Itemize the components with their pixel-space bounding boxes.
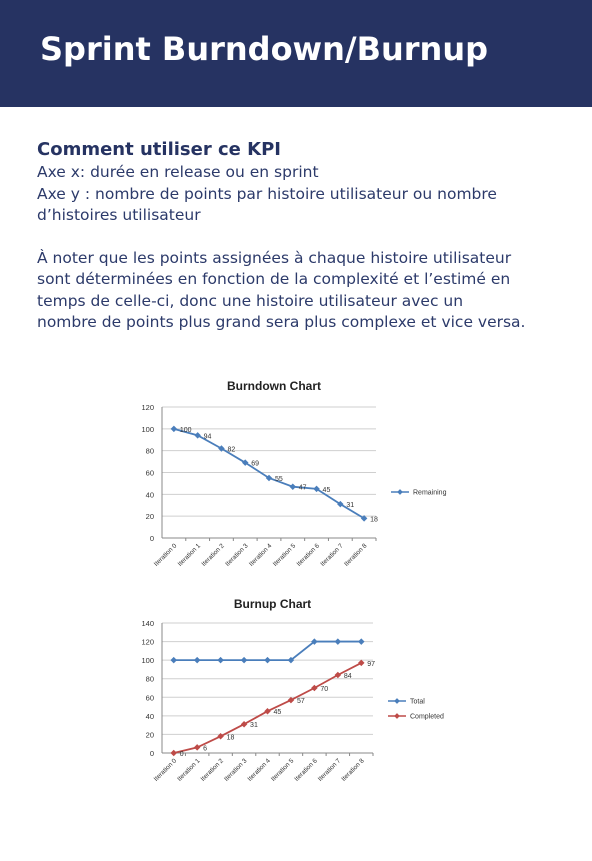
- x-tick-label: Iteration 4: [247, 757, 273, 783]
- y-tick-label: 100: [141, 425, 154, 434]
- y-tick-label: 100: [141, 656, 154, 665]
- x-tick-label: Iteration 1: [177, 542, 203, 568]
- data-point: [241, 459, 249, 466]
- burnup-chart-svg: Burnup Chart020406080100120140Iteration …: [141, 597, 444, 783]
- series-line: [173, 427, 365, 520]
- data-label: 31: [250, 722, 258, 729]
- y-tick-label: 0: [150, 749, 154, 758]
- data-point: [193, 744, 201, 751]
- axis-line: Axe x: durée en release ou en sprint: [37, 163, 319, 181]
- data-point: [337, 500, 344, 508]
- data-point: [240, 720, 248, 728]
- legend-label: Remaining: [413, 490, 447, 497]
- data-label: 69: [251, 461, 259, 468]
- burnup-chart: Burnup Chart 0 20 40 60 80 100 120 140 Iteration …: [0, 590, 592, 805]
- y-tick-label: 80: [146, 675, 154, 684]
- data-point: [193, 656, 201, 664]
- x-tick-label: Iteration 8: [340, 757, 366, 783]
- legend-marker: [394, 713, 400, 719]
- data-label: 18: [370, 516, 378, 523]
- y-tick-label: 20: [146, 512, 154, 521]
- x-tick-label: Iteration 2: [200, 542, 226, 568]
- data-label: 57: [297, 698, 305, 705]
- data-label: 18: [227, 734, 235, 741]
- burndown-chart-svg: Burndown Chart 0 20 40 60 80 100 120 Iteration 0…: [141, 379, 447, 568]
- data-point: [334, 638, 342, 645]
- legend-label: Completed: [410, 714, 444, 721]
- data-label: 82: [227, 446, 235, 453]
- y-tick-label: 20: [146, 730, 154, 739]
- data-point: [170, 425, 178, 433]
- x-tick-label: Iteration 4: [248, 542, 274, 568]
- header-banner: Sprint Burndown/Burnup: [0, 0, 592, 107]
- data-label: 45: [274, 709, 282, 716]
- data-label: 45: [323, 487, 331, 494]
- data-point: [170, 749, 177, 757]
- data-point: [194, 432, 201, 439]
- x-tick-label: Iteration 5: [272, 542, 298, 568]
- data-point: [313, 485, 320, 493]
- x-tick-label: Iteration 8: [343, 542, 369, 568]
- x-tick-label: Iteration 3: [224, 542, 250, 568]
- axis-line: d’histoires utilisateur: [37, 206, 201, 224]
- y-tick-label: 40: [146, 490, 154, 499]
- chart-title: Burndown Chart: [227, 379, 321, 393]
- note-line: nombre de points plus grand sera plus co…: [37, 313, 526, 331]
- x-tick-label: Iteration 0: [153, 757, 179, 783]
- data-point: [217, 656, 224, 664]
- data-point: [358, 659, 365, 667]
- data-label: 94: [204, 433, 212, 440]
- y-tick-label: 80: [146, 447, 154, 456]
- legend-marker: [394, 698, 400, 704]
- y-tick-label: 40: [146, 712, 154, 721]
- data-label: 6: [203, 745, 207, 752]
- burndown-chart: Burndown Chart 0 20 40 60 80 100 120 Iteration 0…: [0, 372, 592, 587]
- data-label: 70: [320, 686, 328, 693]
- data-point: [289, 483, 297, 490]
- y-tick-label: 120: [141, 403, 154, 412]
- data-label: 97: [367, 661, 375, 668]
- x-tick-label: Iteration 1: [176, 757, 202, 783]
- legend-marker: [397, 489, 403, 495]
- page-title: Sprint Burndown/Burnup: [40, 30, 488, 68]
- data-point: [334, 671, 342, 679]
- x-tick-label: Iteration 7: [317, 757, 343, 783]
- data-label: 0: [180, 751, 184, 758]
- x-tick-label: Iteration 7: [319, 542, 345, 568]
- chart-title: Burnup Chart: [234, 597, 311, 611]
- note-line: sont déterminées en fonction de la compl…: [37, 270, 511, 288]
- y-tick-label: 140: [141, 619, 154, 628]
- legend-label: Total: [410, 699, 425, 706]
- x-tick-label: Iteration 0: [153, 542, 179, 568]
- data-point: [217, 733, 224, 740]
- y-tick-label: 60: [146, 693, 154, 702]
- data-point: [264, 656, 271, 664]
- x-tick-label: Iteration 6: [293, 757, 319, 783]
- x-tick-label: Iteration 5: [270, 757, 296, 783]
- note-line: À noter que les points assignées à chaqu…: [37, 248, 512, 267]
- x-tick-label: Iteration 2: [200, 757, 226, 783]
- data-point: [287, 696, 295, 704]
- x-tick-label: Iteration 6: [296, 542, 322, 568]
- data-label: 100: [180, 427, 192, 434]
- data-label: 55: [275, 476, 283, 483]
- note-line: temps de celle-ci, donc une histoire uti…: [37, 291, 464, 310]
- data-point: [358, 638, 365, 645]
- data-point: [311, 684, 318, 692]
- data-point: [170, 656, 177, 664]
- kpi-description: Comment utiliser ce KPI Axe x: durée en …: [37, 138, 557, 334]
- data-label: 47: [299, 485, 307, 492]
- y-tick-label: 0: [150, 534, 154, 543]
- y-tick-label: 60: [146, 469, 154, 478]
- y-tick-label: 120: [141, 638, 154, 647]
- x-tick-label: Iteration 3: [223, 757, 249, 783]
- data-label: 84: [344, 673, 352, 680]
- data-label: 31: [346, 502, 354, 509]
- kpi-heading: Comment utiliser ce KPI: [37, 139, 281, 160]
- data-point: [240, 656, 248, 664]
- axis-line: Axe y : nombre de points par histoire ut…: [37, 184, 497, 203]
